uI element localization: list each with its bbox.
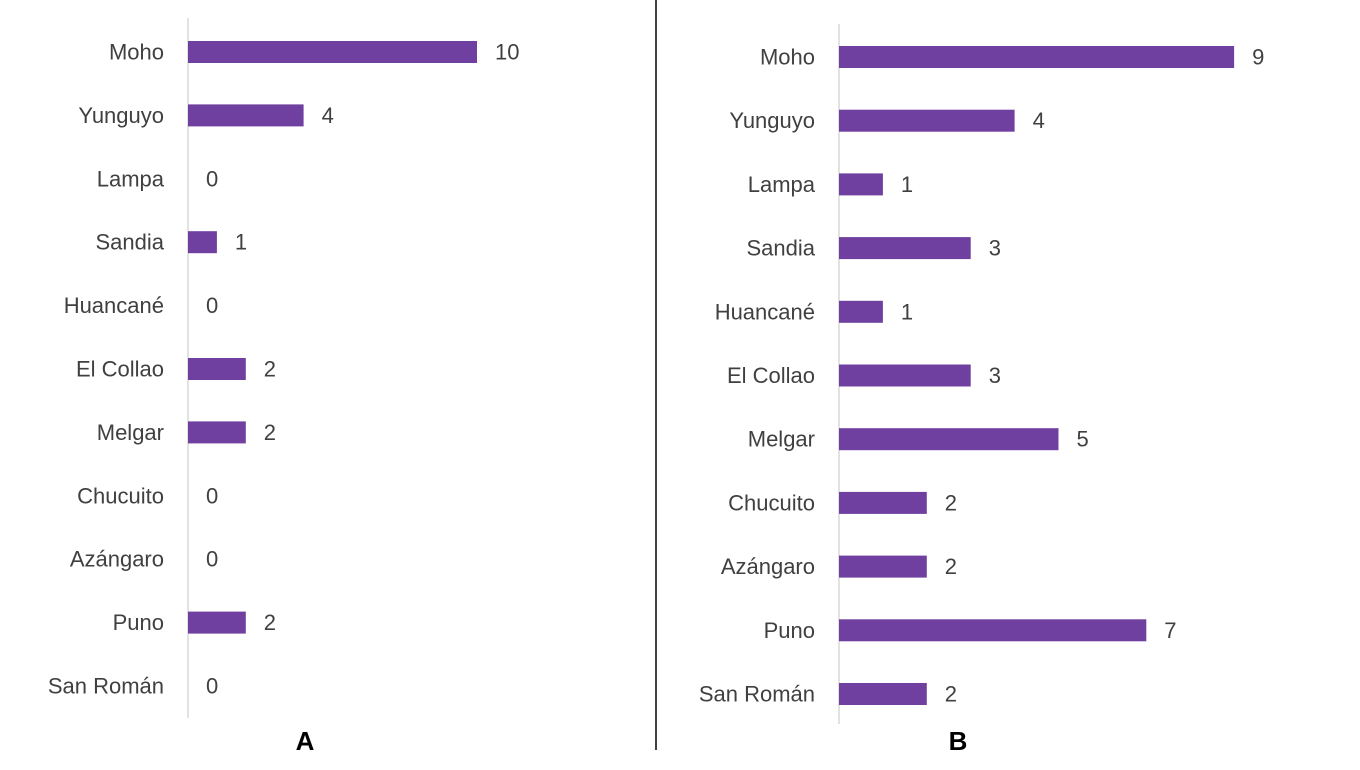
panel-label: A [296, 726, 315, 756]
bar [839, 46, 1235, 68]
bar [839, 555, 927, 578]
data-label: 0 [206, 483, 218, 508]
data-label: 4 [322, 103, 334, 128]
data-label: 7 [1164, 618, 1176, 643]
bar [188, 41, 477, 63]
bar [188, 421, 246, 444]
category-label: Chucuito [77, 483, 164, 508]
data-label: 4 [1033, 108, 1045, 133]
bar [188, 358, 246, 380]
category-label: Huancané [715, 299, 815, 324]
chart-panel-a: Moho 10 Yunguyo 4 Lampa 0 Sandia 1 Huancané 0 El C… [48, 18, 519, 756]
category-label: Moho [760, 45, 815, 70]
bar [839, 364, 971, 387]
category-label: Melgar [97, 420, 164, 445]
category-label: Sandia [95, 230, 164, 255]
bar [839, 173, 883, 196]
data-label: 10 [495, 40, 519, 65]
category-label: Puno [113, 610, 164, 635]
bar [839, 428, 1059, 451]
category-label: Sandia [746, 236, 815, 261]
bar [839, 683, 927, 705]
bar [839, 109, 1015, 132]
category-label: Lampa [748, 172, 816, 197]
category-label: Yunguyo [729, 108, 815, 133]
data-label: 1 [901, 172, 913, 197]
bar [839, 491, 927, 514]
bar [839, 300, 883, 323]
category-label: San Román [48, 674, 164, 699]
data-label: 3 [989, 236, 1001, 261]
data-label: 2 [264, 610, 276, 635]
bar [839, 619, 1147, 642]
data-label: 5 [1077, 427, 1089, 452]
data-label: 0 [206, 674, 218, 699]
category-label: Puno [764, 618, 815, 643]
bar [188, 231, 217, 254]
data-label: 2 [264, 420, 276, 445]
chart-panel-b: Moho 9 Yunguyo 4 Lampa 1 Sandia 3 Huancané 1 El Co… [699, 24, 1264, 756]
bar [188, 611, 246, 634]
data-label: 9 [1252, 45, 1264, 70]
category-label: Lampa [97, 166, 165, 191]
category-label: El Collao [76, 357, 164, 382]
data-label: 2 [945, 490, 957, 515]
data-label: 1 [235, 230, 247, 255]
data-label: 2 [945, 682, 957, 707]
category-label: Huancané [64, 293, 164, 318]
data-label: 2 [264, 357, 276, 382]
data-label: 0 [206, 547, 218, 572]
data-label: 3 [989, 363, 1001, 388]
data-label: 0 [206, 293, 218, 318]
category-label: Moho [109, 40, 164, 65]
panel-label: B [949, 726, 968, 756]
bar [839, 237, 971, 260]
data-label: 2 [945, 554, 957, 579]
category-label: El Collao [727, 363, 815, 388]
category-label: Melgar [748, 427, 815, 452]
data-label: 0 [206, 166, 218, 191]
category-label: Azángaro [70, 547, 164, 572]
bar [188, 104, 304, 127]
category-label: Yunguyo [78, 103, 164, 128]
data-label: 1 [901, 299, 913, 324]
category-label: Chucuito [728, 490, 815, 515]
category-label: San Román [699, 682, 815, 707]
category-label: Azángaro [721, 554, 815, 579]
